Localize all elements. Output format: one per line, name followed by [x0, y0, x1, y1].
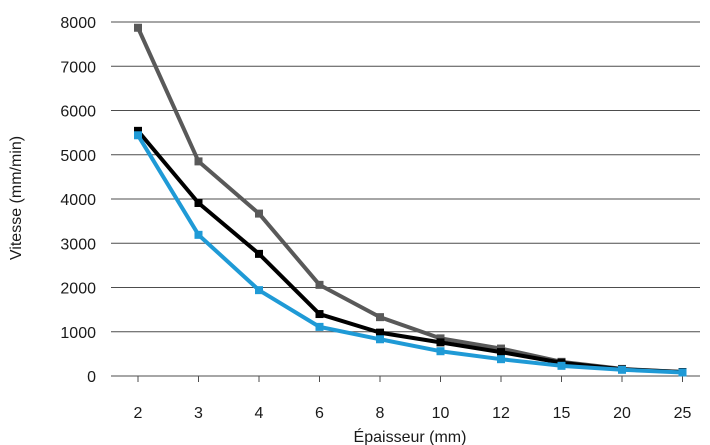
data-point: [134, 126, 142, 135]
data-point: [557, 361, 566, 370]
data-point: [618, 365, 626, 374]
data-point: [436, 338, 445, 347]
data-point: [376, 335, 384, 344]
y-tick-label: 8000: [60, 15, 96, 32]
data-point: [315, 310, 324, 319]
y-tick-label: 0: [87, 369, 96, 386]
data-point: [315, 280, 324, 289]
x-tick-label: 12: [492, 405, 510, 422]
series-line: [136, 134, 683, 375]
x-tick-label: 15: [553, 405, 571, 422]
x-tick-label: 8: [376, 405, 385, 422]
grid-lines: [111, 21, 700, 333]
y-tick-label: 2000: [60, 281, 96, 298]
x-tick-label: 3: [194, 405, 203, 422]
series-line: [136, 129, 683, 375]
x-tick-label: 10: [432, 405, 450, 422]
series-group: [134, 23, 687, 377]
data-point: [255, 209, 263, 218]
data-point: [134, 23, 142, 32]
y-axis-label: Vitesse (mm/min): [8, 136, 25, 260]
x-tick-label: 20: [613, 405, 631, 422]
x-tick-label: 25: [674, 405, 692, 422]
x-tick-label: 4: [255, 405, 264, 422]
x-tick-label: 6: [315, 405, 324, 422]
data-point: [134, 131, 142, 140]
series-3: [134, 131, 687, 377]
x-axis-label: Épaisseur (mm): [354, 427, 467, 445]
x-tick-label: 2: [134, 405, 143, 422]
y-tick-label: 6000: [60, 104, 96, 121]
series-line: [136, 26, 683, 375]
data-point: [678, 368, 687, 377]
y-tick-label: 7000: [60, 59, 96, 76]
x-axis-ticks: 2 3 4 6 8 10 12 15 20 25: [134, 376, 692, 422]
y-tick-label: 4000: [60, 192, 96, 209]
data-point: [497, 348, 505, 357]
y-tick-label: 1000: [60, 325, 96, 342]
y-tick-label: 5000: [60, 148, 96, 165]
data-point: [436, 347, 445, 356]
data-point: [376, 328, 384, 337]
data-point: [255, 249, 263, 258]
data-point: [194, 157, 203, 166]
data-point: [315, 322, 324, 331]
data-point: [255, 286, 263, 295]
series-1: [134, 23, 687, 377]
y-tick-label: 3000: [60, 236, 96, 253]
y-axis-ticks: 0 1000 2000 3000 4000 5000 6000 7000 8000: [60, 15, 96, 386]
data-point: [194, 230, 203, 239]
data-point: [376, 313, 384, 322]
data-point: [497, 355, 505, 364]
data-point: [194, 198, 203, 207]
